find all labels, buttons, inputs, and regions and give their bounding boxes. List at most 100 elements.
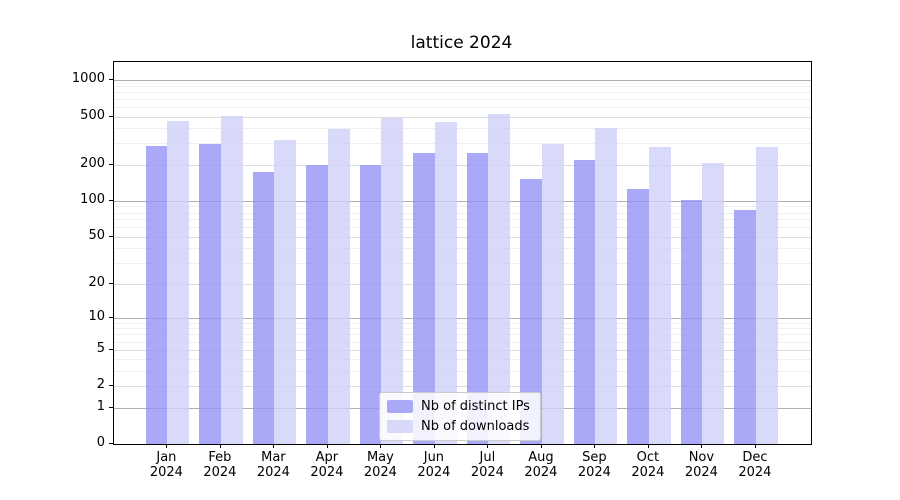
ytick-label-1000: 1000 — [71, 71, 105, 86]
bar-downloads-nov — [702, 163, 725, 444]
ytick-mark-2 — [109, 385, 113, 387]
plot-area — [113, 61, 812, 445]
xtick-label-dec: Dec 2024 — [723, 450, 787, 480]
gridline-minor-40 — [114, 248, 811, 250]
gridline-minor-30 — [114, 263, 811, 265]
xtick-mark-apr — [326, 444, 328, 448]
gridline-500 — [114, 116, 811, 118]
bar-downloads-mar — [274, 140, 297, 444]
ytick-mark-100 — [109, 199, 113, 201]
xtick-year: 2024 — [470, 465, 504, 480]
bar-distinct-ips-apr — [306, 165, 328, 444]
xtick-mark-jun — [433, 444, 435, 448]
gridline-1000 — [114, 80, 811, 81]
ytick-label-5: 5 — [96, 340, 105, 356]
xtick-label-jun: Jun 2024 — [402, 450, 466, 480]
gridline-minor-80 — [114, 212, 811, 214]
bar-downloads-oct — [648, 146, 671, 444]
legend-swatch-downloads — [387, 420, 413, 433]
gridline-minor-600 — [114, 106, 811, 108]
xtick-label-may: May 2024 — [348, 450, 412, 480]
ytick-mark-20 — [109, 282, 113, 284]
gridline-minor-9 — [114, 322, 811, 324]
ytick-mark-1000 — [109, 79, 113, 80]
bar-distinct-ips-jul — [466, 152, 489, 444]
xtick-year: 2024 — [524, 465, 558, 480]
xtick-year: 2024 — [256, 465, 290, 480]
xtick-month: Nov — [688, 450, 715, 465]
gridline-minor-70 — [114, 219, 811, 221]
xtick-month: Oct — [636, 450, 660, 465]
xtick-label-sep: Sep 2024 — [562, 450, 626, 480]
xtick-year: 2024 — [203, 465, 237, 480]
xtick-month: Feb — [208, 450, 232, 465]
xtick-mark-may — [380, 444, 382, 448]
chart-title: lattice 2024 — [410, 33, 513, 53]
xtick-mark-sep — [594, 444, 596, 448]
ytick-mark-50 — [109, 235, 113, 237]
xtick-mark-jan — [166, 444, 168, 448]
xtick-year: 2024 — [631, 465, 665, 480]
ytick-label-0: 0 — [96, 435, 105, 450]
xtick-label-mar: Mar 2024 — [241, 450, 305, 480]
gridline-minor-400 — [114, 128, 811, 130]
bar-downloads-jun — [434, 121, 457, 444]
xtick-label-apr: Apr 2024 — [295, 450, 359, 480]
xtick-month: Apr — [315, 450, 339, 465]
bar-downloads-dec — [755, 147, 778, 444]
xtick-year: 2024 — [738, 465, 772, 480]
bar-downloads-may — [381, 117, 404, 444]
xtick-month: Jan — [156, 450, 177, 465]
legend-label-distinct-ips: Nb of distinct IPs — [421, 399, 530, 414]
xtick-year: 2024 — [577, 465, 611, 480]
gridline-50 — [114, 236, 811, 238]
xtick-label-jan: Jan 2024 — [134, 450, 198, 480]
gridline-minor-300 — [114, 143, 811, 145]
xtick-label-aug: Aug 2024 — [509, 450, 573, 480]
gridline-minor-700 — [114, 98, 811, 100]
bar-downloads-sep — [595, 128, 618, 444]
xtick-year: 2024 — [310, 465, 344, 480]
ytick-label-1: 1 — [96, 398, 105, 414]
xtick-month: Sep — [582, 450, 607, 465]
ytick-mark-500 — [109, 115, 113, 117]
legend-swatch-distinct-ips — [387, 400, 413, 413]
ytick-label-10: 10 — [88, 308, 105, 324]
gridline-minor-4 — [114, 359, 811, 361]
legend-item-downloads: Nb of downloads — [387, 419, 530, 434]
gridline-minor-800 — [114, 91, 811, 93]
xtick-year: 2024 — [417, 465, 451, 480]
xtick-label-jul: Jul 2024 — [455, 450, 519, 480]
bar-distinct-ips-sep — [573, 160, 596, 444]
xtick-year: 2024 — [149, 465, 183, 480]
xtick-mark-feb — [219, 444, 221, 448]
gridline-minor-60 — [114, 227, 811, 229]
xtick-month: May — [366, 450, 394, 465]
bar-distinct-ips-may — [359, 164, 382, 444]
xtick-mark-aug — [540, 444, 542, 448]
ytick-label-50: 50 — [88, 227, 105, 243]
ytick-label-500: 500 — [80, 107, 105, 123]
bar-downloads-feb — [220, 115, 243, 444]
gridline-20 — [114, 283, 811, 285]
xtick-month: Mar — [261, 450, 286, 465]
xtick-year: 2024 — [363, 465, 397, 480]
legend-item-distinct-ips: Nb of distinct IPs — [387, 399, 530, 414]
ytick-label-20: 20 — [88, 274, 105, 290]
xtick-label-nov: Nov 2024 — [669, 450, 733, 480]
bar-downloads-apr — [327, 129, 350, 444]
xtick-month: Aug — [528, 450, 554, 465]
xtick-month: Jun — [423, 450, 445, 465]
gridline-minor-900 — [114, 85, 811, 87]
gridline-200 — [114, 164, 811, 166]
legend: Nb of distinct IPs Nb of downloads — [379, 392, 541, 441]
bar-distinct-ips-jun — [413, 153, 435, 444]
bar-distinct-ips-dec — [734, 209, 756, 444]
bar-distinct-ips-mar — [252, 171, 275, 444]
ytick-mark-10 — [109, 316, 113, 318]
ytick-label-2: 2 — [96, 377, 105, 393]
xtick-month: Dec — [742, 450, 768, 465]
ytick-label-200: 200 — [80, 155, 105, 171]
ytick-mark-200 — [109, 163, 113, 165]
bar-downloads-jul — [488, 113, 511, 444]
